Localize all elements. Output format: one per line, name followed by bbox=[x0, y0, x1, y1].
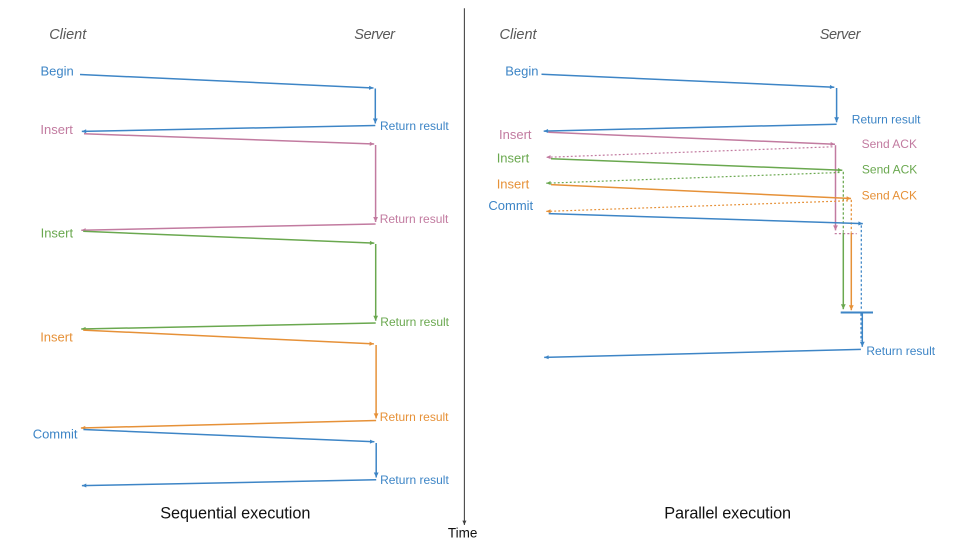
svg-text:Send ACK: Send ACK bbox=[862, 137, 917, 151]
svg-text:Begin: Begin bbox=[41, 63, 74, 78]
svg-text:Insert: Insert bbox=[499, 127, 532, 142]
svg-text:Return result: Return result bbox=[380, 473, 449, 487]
svg-text:Insert: Insert bbox=[41, 226, 74, 241]
svg-text:Return result: Return result bbox=[380, 212, 449, 226]
svg-text:Send ACK: Send ACK bbox=[862, 162, 917, 176]
svg-text:Insert: Insert bbox=[497, 151, 530, 166]
svg-text:Return result: Return result bbox=[866, 344, 935, 358]
svg-text:Server: Server bbox=[820, 27, 862, 43]
svg-text:Begin: Begin bbox=[505, 64, 538, 79]
svg-text:Return result: Return result bbox=[380, 410, 449, 424]
svg-text:Send ACK: Send ACK bbox=[862, 188, 917, 202]
svg-text:Insert: Insert bbox=[40, 330, 73, 345]
svg-text:Client: Client bbox=[500, 27, 538, 43]
svg-text:Parallel execution: Parallel execution bbox=[664, 505, 791, 523]
svg-text:Commit: Commit bbox=[33, 426, 78, 441]
svg-text:Time: Time bbox=[448, 526, 478, 540]
svg-text:Return result: Return result bbox=[380, 315, 449, 329]
svg-text:Insert: Insert bbox=[497, 177, 530, 192]
svg-text:Return result: Return result bbox=[852, 113, 921, 127]
svg-text:Server: Server bbox=[354, 27, 396, 43]
svg-text:Commit: Commit bbox=[488, 198, 533, 213]
svg-text:Sequential execution: Sequential execution bbox=[160, 505, 310, 523]
svg-text:Insert: Insert bbox=[40, 122, 73, 137]
svg-text:Return result: Return result bbox=[380, 119, 449, 133]
svg-text:Client: Client bbox=[49, 27, 87, 43]
